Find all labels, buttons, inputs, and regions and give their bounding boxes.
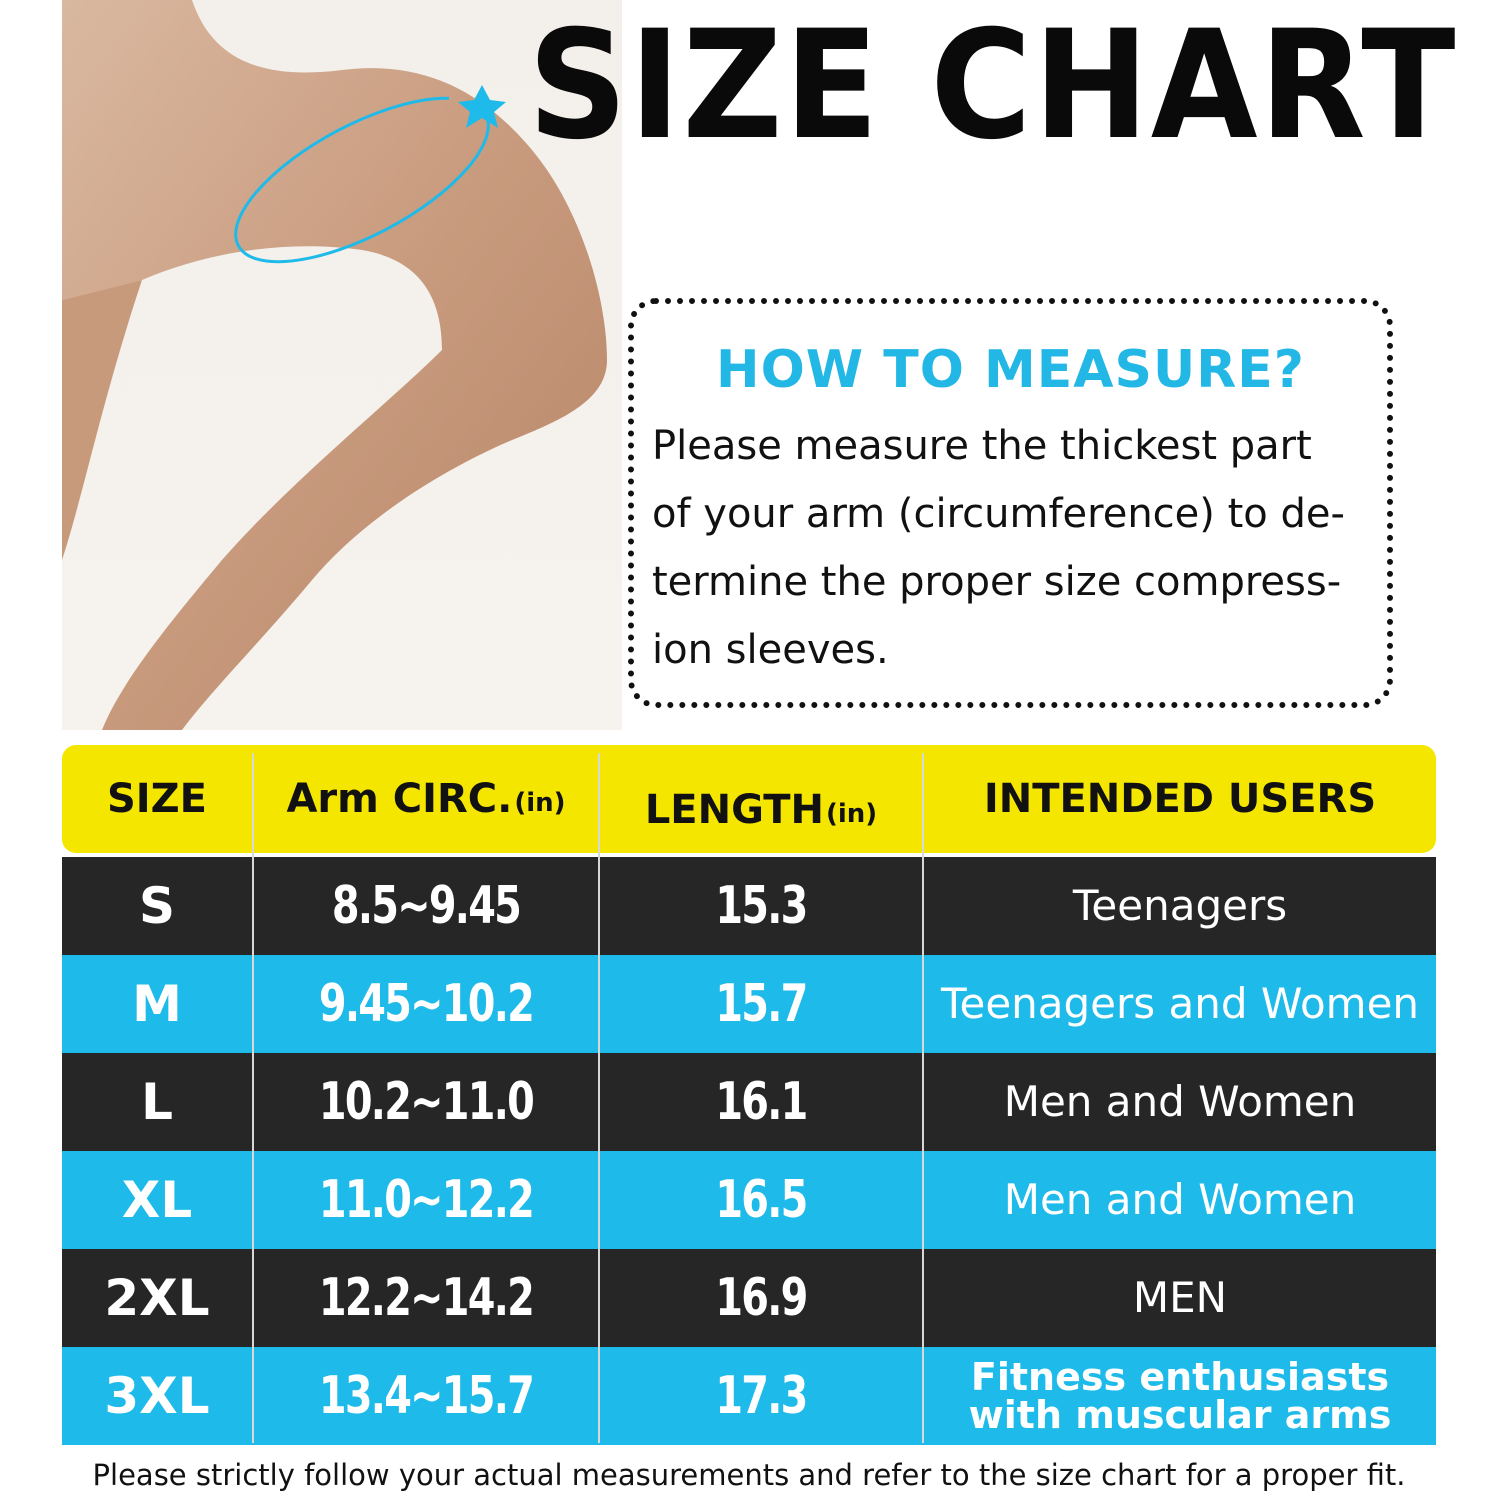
arm-illustration [62,0,607,730]
measure-line: Please measure the thickest part [652,423,1312,469]
column-divider [252,753,254,1443]
arm-cell: 9.45~10.2 [318,974,535,1034]
users-cell: Men and Women [1003,1175,1357,1224]
size-cell: XL [121,1171,193,1229]
size-table: SIZE Arm CIRC. (in) LENGTH (in) INTENDED U… [62,745,1436,1445]
table-row: 2XL 12.2~14.2 16.9 MEN [62,1249,1436,1347]
size-cell: S [138,877,175,935]
users-cell: Fitness enthusiasts with muscular arms [968,1355,1392,1437]
size-cell: 3XL [104,1367,210,1425]
size-cell: L [141,1073,173,1131]
header-arm-circ: Arm CIRC. (in) [286,776,566,822]
length-cell: 15.7 [715,974,808,1034]
header-size: SIZE [106,776,208,822]
size-cell: 2XL [104,1269,210,1327]
length-cell: 16.9 [715,1268,808,1328]
size-cell: M [132,975,182,1033]
table-row: S 8.5~9.45 15.3 Teenagers [62,857,1436,955]
table-row: L 10.2~11.0 16.1 Men and Women [62,1053,1436,1151]
length-cell: 17.3 [715,1366,808,1426]
measure-line: of your arm (circumference) to de- [652,491,1345,537]
column-divider [598,753,600,1443]
column-divider [922,753,924,1443]
length-cell: 15.3 [715,876,808,936]
header-intended-users: INTENDED USERS [983,776,1377,822]
header-length: LENGTH (in) [644,787,878,833]
arm-cell: 11.0~12.2 [318,1170,535,1230]
arm-cell: 12.2~14.2 [318,1268,535,1328]
arm-cell: 13.4~15.7 [318,1366,535,1426]
table-row: XL 11.0~12.2 16.5 Men and Women [62,1151,1436,1249]
length-cell: 16.1 [715,1072,808,1132]
users-cell: Men and Women [1003,1077,1357,1126]
arm-cell: 8.5~9.45 [331,876,522,936]
measure-line: ion sleeves. [652,627,889,673]
measure-line: termine the proper size compress- [652,559,1342,605]
users-cell: Teenagers [1072,881,1288,930]
page-title: SIZE CHART [528,0,1458,173]
users-cell: Teenagers and Women [940,979,1420,1028]
table-row: M 9.45~10.2 15.7 Teenagers and Women [62,955,1436,1053]
arm-cell: 10.2~11.0 [318,1072,535,1132]
table-row: 3XL 13.4~15.7 17.3 Fitness enthusiasts w… [62,1347,1436,1445]
measure-heading: HOW TO MEASURE? [716,340,1305,400]
length-cell: 16.5 [715,1170,808,1230]
footer-note: Please strictly follow your actual measu… [92,1458,1406,1492]
table-header-row: SIZE Arm CIRC. (in) LENGTH (in) INTENDED U… [62,745,1436,853]
users-cell: MEN [1132,1273,1228,1322]
star-icon [458,85,506,128]
measure-instructions: Please measure the thickest part of your… [652,412,1392,684]
arm-photo [62,0,622,730]
how-to-measure-box: HOW TO MEASURE? Please measure the thick… [628,298,1393,708]
